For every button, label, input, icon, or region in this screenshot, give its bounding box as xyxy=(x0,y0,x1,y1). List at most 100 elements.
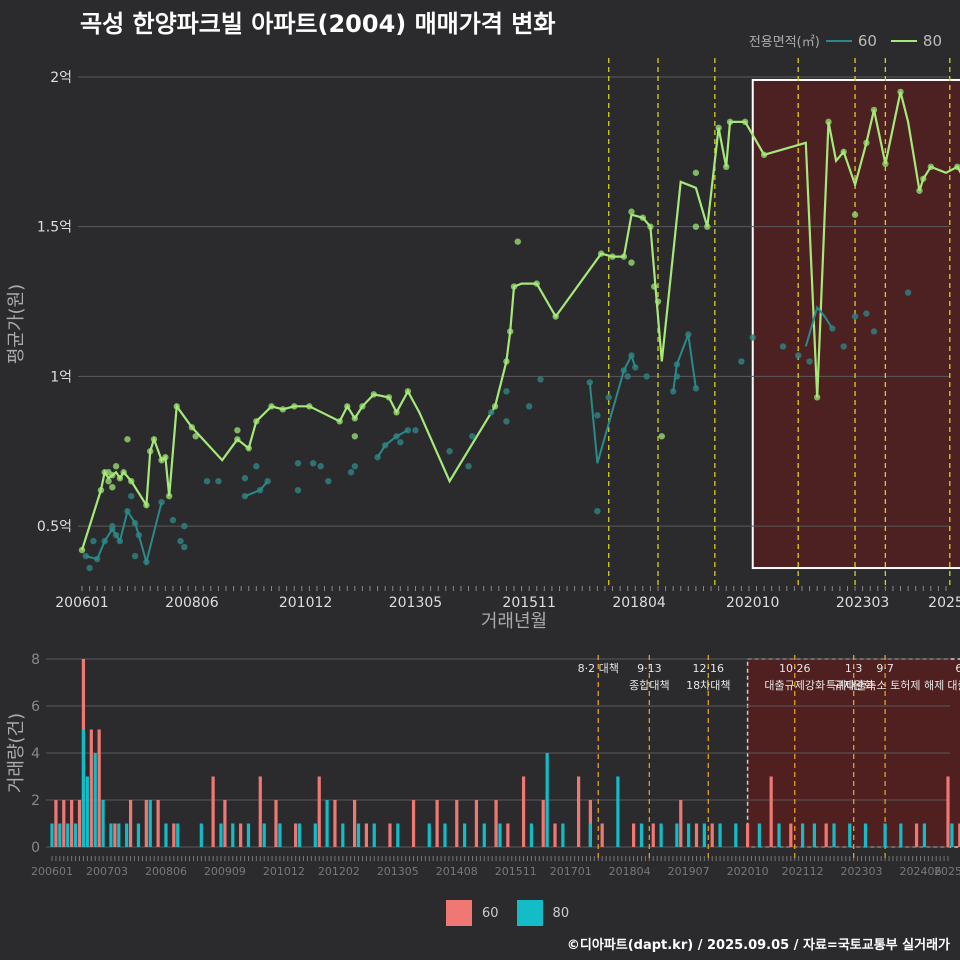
bar-60 xyxy=(317,776,321,847)
data-point-60 xyxy=(241,475,249,482)
bar-80 xyxy=(109,823,113,847)
bar-80 xyxy=(325,800,329,847)
legend-box-60 xyxy=(446,900,472,926)
x-tick-label: 200806 xyxy=(165,595,219,611)
data-point-80 xyxy=(628,259,635,266)
bar-x-tick-label: 200703 xyxy=(86,865,128,878)
legend-title: 전용면적(㎡) xyxy=(748,35,820,50)
data-point-60 xyxy=(131,552,139,560)
bar-60 xyxy=(651,823,655,847)
bar-80 xyxy=(588,823,592,847)
bar-80 xyxy=(66,823,70,847)
bar-80 xyxy=(659,823,663,847)
bar-60 xyxy=(435,800,439,847)
data-point-60 xyxy=(158,498,165,506)
bar-60 xyxy=(54,800,58,847)
bar-60 xyxy=(294,823,298,847)
bar-80 xyxy=(164,823,168,847)
data-point-60 xyxy=(446,448,453,455)
policy-annotation: 18차대책 xyxy=(686,679,730,692)
bar-x-tick-label: 201804 xyxy=(609,865,651,878)
bar-80 xyxy=(219,823,223,847)
series-line-60 xyxy=(804,305,834,347)
data-point-60 xyxy=(904,289,912,296)
bar-60 xyxy=(128,800,133,847)
policy-annotation: 대출규제강화 xyxy=(764,679,825,692)
chart-title: 곡성 한양파크빌 아파트(2004) 매매가격 변화 xyxy=(80,10,556,38)
legend-swatch-80 xyxy=(890,39,917,42)
footer-credit: ©디아파트(dapt.kr) / 2025.09.05 / 자료=국토교통부 실… xyxy=(566,938,950,953)
bar-80 xyxy=(246,823,251,847)
data-point-60 xyxy=(537,376,544,383)
bar-80 xyxy=(718,823,722,847)
bar-80 xyxy=(832,823,836,847)
data-point-80 xyxy=(692,223,700,230)
data-point-60 xyxy=(181,543,188,551)
bar-80 xyxy=(93,753,97,847)
bar-y-axis-title: 거래량(건) xyxy=(6,713,27,793)
data-point-80 xyxy=(124,436,131,443)
data-point-60 xyxy=(594,412,601,419)
data-point-60 xyxy=(351,463,359,470)
bar-60 xyxy=(694,823,699,847)
bar-60 xyxy=(824,823,828,847)
data-point-60 xyxy=(203,478,211,485)
bar-x-tick-label: 202112 xyxy=(782,865,824,878)
bar-y-tick-label: 6 xyxy=(31,699,40,715)
x-axis-title: 거래년월 xyxy=(481,611,547,632)
bar-80 xyxy=(73,823,78,847)
data-point-80 xyxy=(514,238,521,245)
bar-60 xyxy=(89,729,93,847)
data-point-60 xyxy=(347,469,355,476)
data-point-60 xyxy=(253,463,260,470)
policy-annotation: 대출규제 xyxy=(947,679,960,692)
data-point-60 xyxy=(469,433,476,440)
x-tick-label: 2025 xyxy=(928,595,960,611)
y-tick-label: 2억 xyxy=(50,70,72,86)
bar-80 xyxy=(545,753,549,847)
data-point-60 xyxy=(90,537,97,545)
bar-80 xyxy=(639,823,644,847)
data-point-80 xyxy=(105,478,112,485)
bar-80 xyxy=(231,823,235,847)
bar-x-tick-label: 201305 xyxy=(377,865,419,878)
data-point-60 xyxy=(863,310,870,317)
x-tick-label: 201305 xyxy=(389,595,442,611)
data-point-60 xyxy=(169,516,177,524)
data-point-60 xyxy=(806,358,813,365)
bar-80 xyxy=(561,823,565,847)
data-point-60 xyxy=(309,460,317,467)
policy-annotation: 10·26 xyxy=(779,662,811,675)
bar-y-tick-label: 2 xyxy=(31,793,40,809)
bar-x-tick-label: 201511 xyxy=(495,865,537,878)
bar-80 xyxy=(616,776,620,847)
bar-80 xyxy=(812,823,816,847)
bar-80 xyxy=(372,823,376,847)
bar-x-tick-label: 201012 xyxy=(263,865,305,878)
data-point-80 xyxy=(112,463,120,470)
data-point-60 xyxy=(488,409,495,416)
policy-annotation: 특례대출축소 토허제 해제 xyxy=(826,678,944,692)
bar-80 xyxy=(313,823,317,847)
data-point-80 xyxy=(851,211,859,218)
policy-annotation: 종합대책 xyxy=(629,679,669,692)
policy-annotation: 8·2 대책 xyxy=(578,662,619,675)
bar-60 xyxy=(576,776,581,847)
bar-60 xyxy=(600,823,604,847)
bar-60 xyxy=(541,800,545,847)
data-point-80 xyxy=(351,433,359,440)
series-line-60 xyxy=(672,334,697,392)
data-point-60 xyxy=(749,334,756,341)
bar-80 xyxy=(125,823,129,847)
legend-box-80 xyxy=(516,900,543,926)
bar-80 xyxy=(922,823,927,847)
x-tick-label: 202010 xyxy=(726,595,779,611)
data-point-60 xyxy=(294,460,302,467)
data-point-60 xyxy=(779,343,787,350)
x-tick-label: 201012 xyxy=(279,595,332,611)
bar-80 xyxy=(278,823,282,847)
bar-60 xyxy=(769,776,773,847)
bar-80 xyxy=(482,823,486,847)
bar-80 xyxy=(443,823,447,847)
